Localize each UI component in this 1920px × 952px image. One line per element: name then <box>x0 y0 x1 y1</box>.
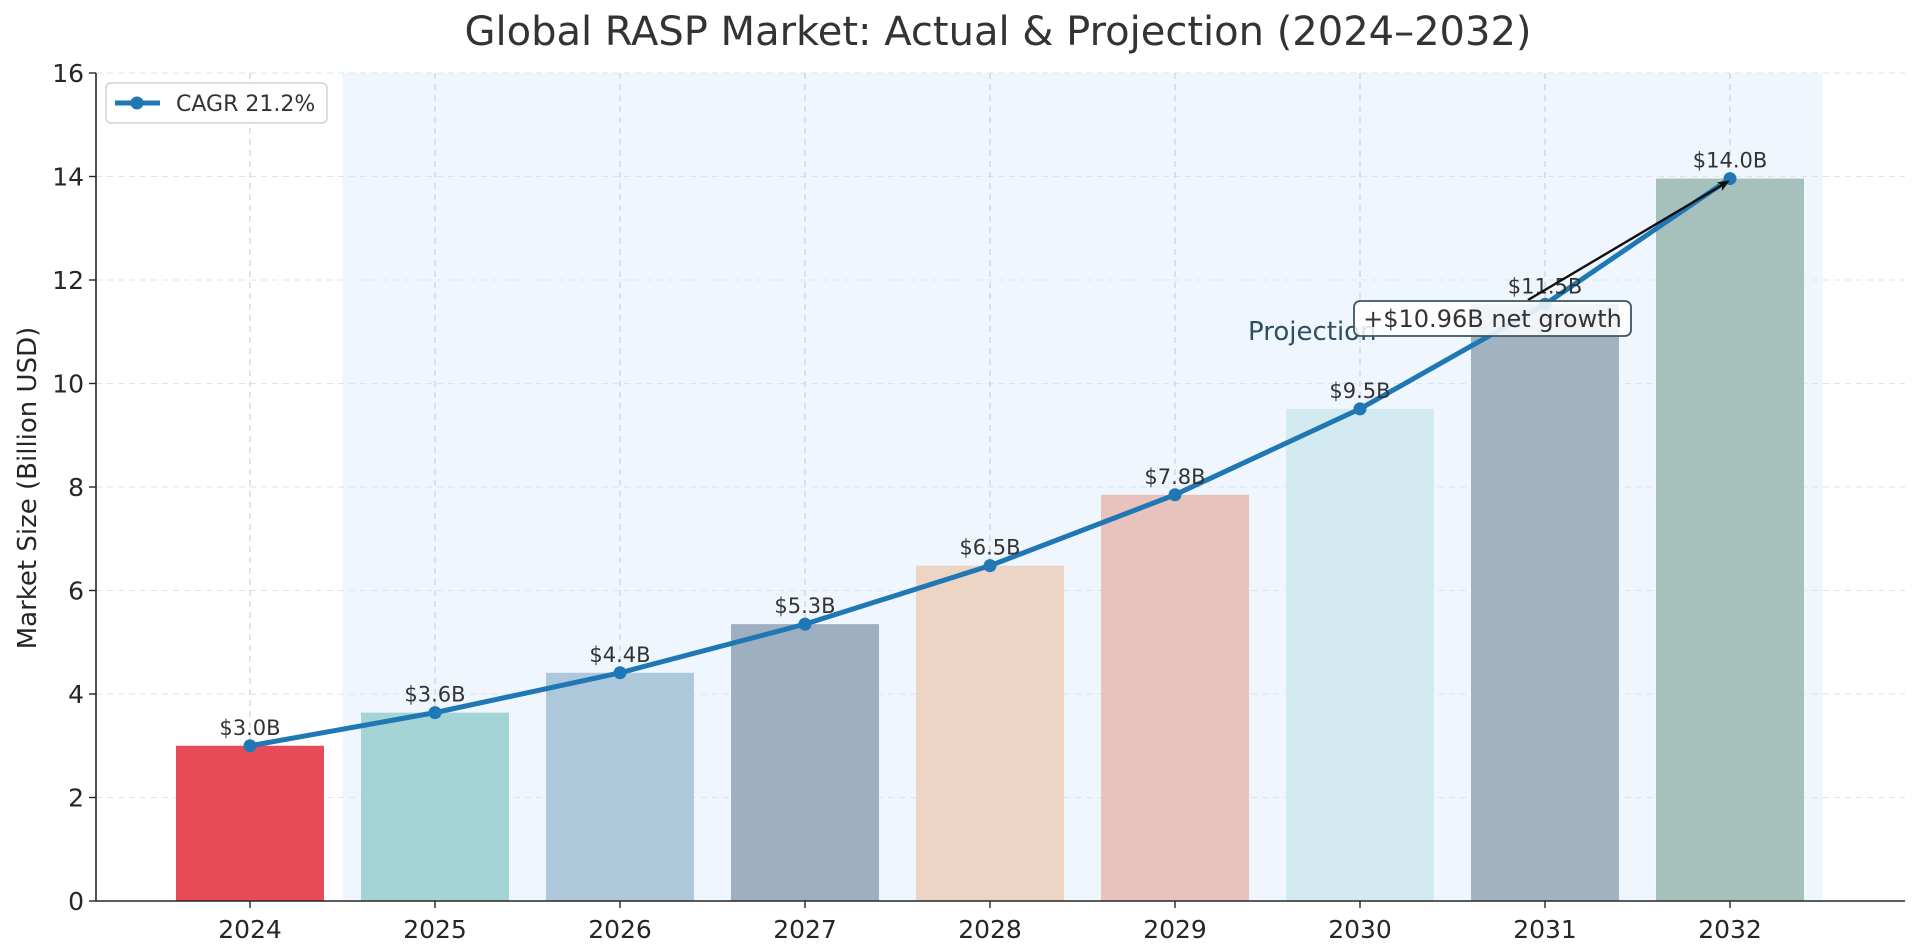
x-tick-label-2031: 2031 <box>1513 915 1577 944</box>
x-tick-label-2030: 2030 <box>1328 915 1392 944</box>
legend-box <box>105 82 328 124</box>
legend-marker-swatch <box>130 96 144 110</box>
cagr-point-2029 <box>1168 488 1182 502</box>
annotation-layer: Projection+$10.96B net growth <box>1248 180 1730 347</box>
cagr-point-2027 <box>798 617 812 631</box>
bar-2031 <box>1471 304 1619 901</box>
x-tick-label-2028: 2028 <box>958 915 1022 944</box>
bar-2024 <box>176 745 324 901</box>
y-axis-label: Market Size (Billion USD) <box>13 327 43 650</box>
bar-2026 <box>546 672 694 901</box>
data-label-2028: $6.5B <box>959 536 1020 560</box>
bar-2032 <box>1656 178 1804 901</box>
bar-2030 <box>1286 408 1434 901</box>
data-label-2029: $7.8B <box>1144 465 1205 489</box>
data-label-2025: $3.6B <box>404 683 465 707</box>
bar-2028 <box>916 565 1064 901</box>
data-label-2030: $9.5B <box>1329 379 1390 403</box>
y-tick-label: 12 <box>52 266 84 295</box>
y-tick-label: 6 <box>68 577 84 606</box>
growth-arrow <box>1527 180 1730 302</box>
y-tick-label: 4 <box>68 680 84 709</box>
cagr-line-layer <box>243 172 1737 753</box>
chart-title: Global RASP Market: Actual & Projection … <box>464 9 1531 55</box>
bar-2027 <box>731 624 879 901</box>
data-labels-layer: $3.0B $3.6B $4.4B $5.3B $6.5B $7.8B $9.5B $11.5… <box>219 149 1767 740</box>
x-tick-label-2027: 2027 <box>773 915 837 944</box>
data-label-2027: $5.3B <box>774 594 835 618</box>
bar-2025 <box>361 712 509 901</box>
cagr-point-2028 <box>983 559 997 573</box>
y-tick-label: 0 <box>68 887 84 916</box>
bars-layer <box>176 178 1804 901</box>
growth-annotation-box <box>1353 300 1632 337</box>
x-tick-label-2026: 2026 <box>588 915 652 944</box>
x-tick-label-2024: 2024 <box>218 915 282 944</box>
y-tick-label: 2 <box>68 784 84 813</box>
data-label-2024: $3.0B <box>219 716 280 740</box>
cagr-point-2026 <box>613 666 627 680</box>
y-tick-label: 14 <box>52 163 84 192</box>
cagr-point-2030 <box>1353 402 1367 416</box>
x-tick-label-2025: 2025 <box>403 915 467 944</box>
axes-layer: 0 2 4 6 8 10 12 14 16 2024 2025 2026 2027 2028 2029 203… <box>52 59 1905 944</box>
x-tick-label-2032: 2032 <box>1698 915 1762 944</box>
cagr-point-2025 <box>428 706 442 720</box>
legend-entry-cagr: CAGR 21.2% <box>176 92 315 117</box>
data-label-2031: $11.5B <box>1508 274 1583 298</box>
growth-annotation-text: +$10.96B net growth <box>1363 305 1622 333</box>
x-tick-label-2029: 2029 <box>1143 915 1207 944</box>
cagr-point-2024 <box>243 739 257 753</box>
y-tick-label: 16 <box>52 59 84 88</box>
data-label-2032: $14.0B <box>1693 149 1768 173</box>
y-tick-label: 10 <box>52 370 84 399</box>
data-label-2026: $4.4B <box>589 643 650 667</box>
y-tick-label: 8 <box>68 473 84 502</box>
legend: CAGR 21.2% <box>105 82 328 124</box>
bar-2029 <box>1101 494 1249 901</box>
